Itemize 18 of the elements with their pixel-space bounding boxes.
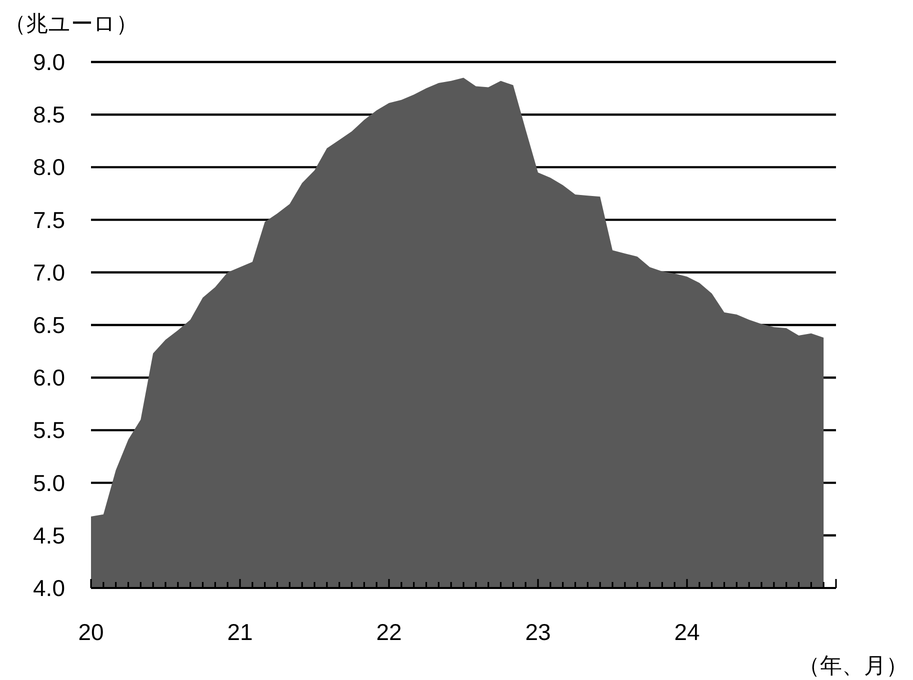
x-axis-title: （年、月）	[798, 653, 908, 678]
y-tick-label: 7.5	[33, 206, 65, 233]
y-tick-label: 4.5	[33, 522, 65, 548]
y-tick-label: 5.0	[33, 470, 65, 496]
x-tick-label: 22	[376, 619, 402, 645]
y-tick-label: 5.5	[33, 417, 65, 444]
x-tick-label: 23	[525, 619, 551, 645]
x-tick-label: 21	[227, 619, 253, 645]
y-tick-label: 8.5	[33, 102, 65, 128]
x-tick-label: 24	[674, 619, 700, 645]
x-tick-label: 20	[78, 619, 104, 645]
y-tick-label: 6.5	[33, 312, 65, 338]
y-tick-label: 8.0	[33, 154, 65, 180]
y-tick-label: 7.0	[33, 259, 65, 286]
y-tick-label: 4.0	[33, 575, 65, 601]
y-tick-label: 6.0	[33, 364, 65, 391]
y-axis-title: （兆ユーロ）	[4, 11, 138, 36]
y-tick-label: 9.0	[33, 49, 65, 75]
